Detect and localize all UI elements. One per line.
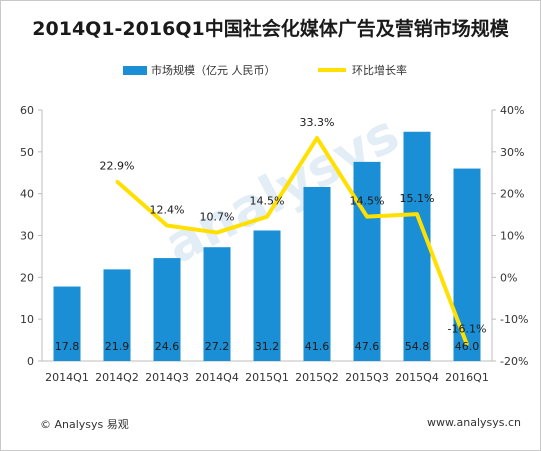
bar-data-label: 31.2: [255, 340, 280, 353]
bar: [53, 286, 81, 361]
chart-title: 2014Q1-2016Q1中国社会化媒体广告及营销市场规模: [32, 18, 509, 40]
y-right-tick-label: 0%: [500, 271, 517, 284]
bar: [103, 269, 131, 361]
bar-data-label: 46.0: [455, 340, 480, 353]
bar-data-label: 54.8: [405, 340, 430, 353]
y-left-tick-label: 30: [20, 230, 34, 243]
bar-data-label: 24.6: [155, 340, 180, 353]
growth-point: [315, 136, 319, 140]
line-data-label: 15.1%: [400, 192, 435, 205]
x-tick-label: 2015Q3: [345, 371, 389, 384]
x-tick-label: 2014Q4: [195, 371, 239, 384]
bar-data-label: 21.9: [105, 340, 130, 353]
y-left-tick-label: 0: [27, 355, 34, 368]
bar: [303, 186, 331, 361]
x-tick-label: 2016Q1: [445, 371, 489, 384]
growth-point: [465, 343, 469, 347]
bar: [403, 131, 431, 361]
line-data-label: 33.3%: [300, 116, 335, 129]
legend-label-line: 环比增长率: [352, 64, 407, 77]
y-left-tick-label: 10: [20, 313, 34, 326]
chart-legend: 市场规模（亿元 人民币） 环比增长率: [0, 62, 541, 78]
y-right-tick-label: 10%: [500, 230, 524, 243]
bar: [453, 168, 481, 361]
line-data-label: 10.7%: [200, 211, 235, 224]
y-left-tick-label: 40: [20, 188, 34, 201]
bar: [153, 258, 181, 361]
line-data-label: -16.1%: [448, 323, 487, 336]
bar-data-label: 17.8: [55, 340, 80, 353]
bar-data-label: 27.2: [205, 340, 230, 353]
footer-url: www.analysys.cn: [427, 416, 521, 429]
legend-item-line: 环比增长率: [318, 62, 407, 78]
growth-point: [415, 212, 419, 216]
bar-data-label: 41.6: [305, 340, 330, 353]
growth-point: [215, 231, 219, 235]
line-data-label: 22.9%: [100, 160, 135, 173]
bar-data-label: 47.6: [355, 340, 380, 353]
growth-point: [265, 215, 269, 219]
legend-item-bars: 市场规模（亿元 人民币）: [123, 62, 276, 78]
y-left-tick-label: 60: [20, 104, 34, 117]
y-right-tick-label: 30%: [500, 146, 524, 159]
growth-line: [115, 136, 469, 346]
x-tick-label: 2014Q1: [45, 371, 89, 384]
y-left-tick-label: 20: [20, 271, 34, 284]
bar: [253, 230, 281, 361]
y-right-tick-label: -20%: [500, 355, 528, 368]
legend-swatch-bars: [123, 65, 147, 75]
y-left-tick-label: 50: [20, 146, 34, 159]
bar: [203, 247, 231, 361]
legend-label-bars: 市场规模（亿元 人民币）: [151, 64, 276, 77]
x-tick-label: 2015Q2: [295, 371, 339, 384]
growth-point: [365, 215, 369, 219]
y-right-tick-label: -10%: [500, 313, 528, 326]
x-tick-label: 2015Q4: [395, 371, 439, 384]
x-tick-label: 2015Q1: [245, 371, 289, 384]
growth-point: [165, 223, 169, 227]
y-right-tick-label: 20%: [500, 188, 524, 201]
growth-point: [115, 180, 119, 184]
line-data-label: 14.5%: [350, 195, 385, 208]
line-data-label: 12.4%: [150, 203, 185, 216]
bar: [353, 161, 381, 361]
x-tick-label: 2014Q3: [145, 371, 189, 384]
y-right-tick-label: 40%: [500, 104, 524, 117]
line-data-label: 14.5%: [250, 195, 285, 208]
x-tick-label: 2014Q2: [95, 371, 139, 384]
legend-swatch-line: [318, 68, 346, 72]
footer-copyright: © Analysys 易观: [40, 418, 129, 431]
